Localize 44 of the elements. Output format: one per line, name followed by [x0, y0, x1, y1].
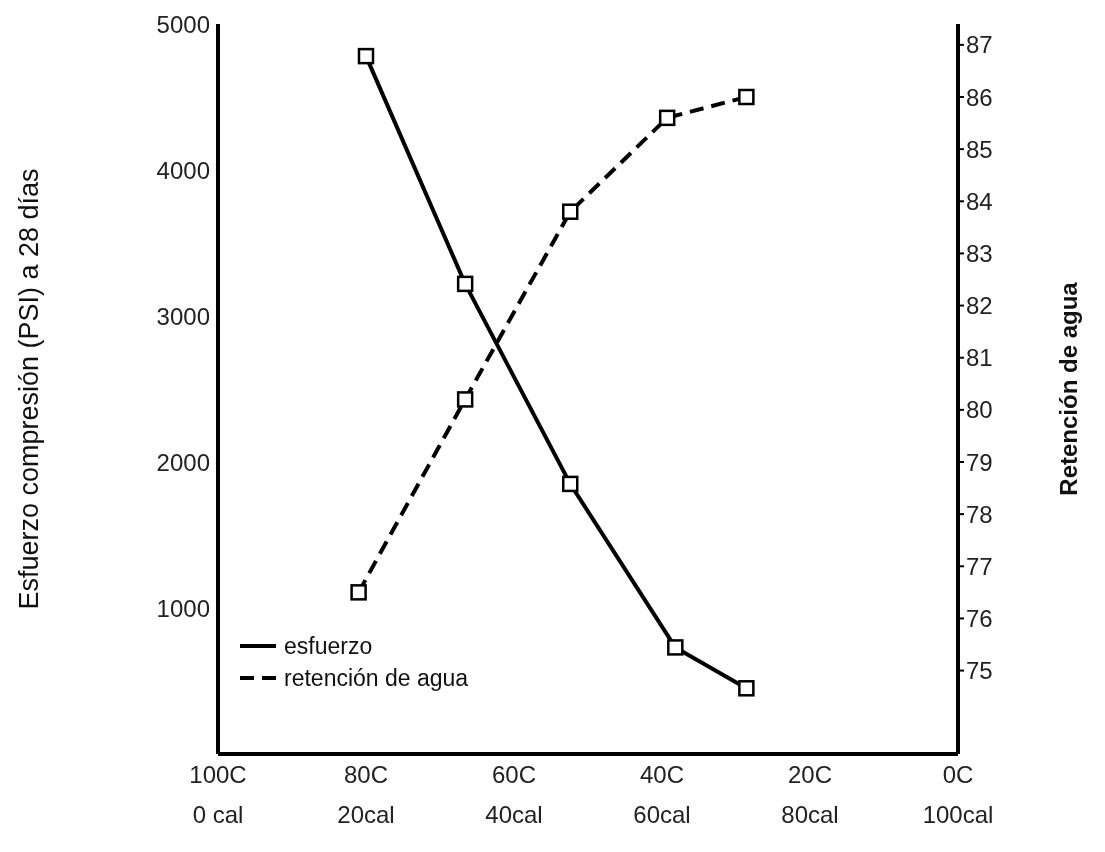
- y2-tick-label: 78: [966, 500, 993, 528]
- y-tick-label: 5000: [156, 10, 210, 38]
- y2-tick-label: 77: [966, 552, 993, 580]
- x2-tick-label: 20C: [787, 761, 833, 789]
- point: [456, 391, 474, 408]
- y2-tick-label: 84: [966, 187, 993, 215]
- x2-tick-label: 60C: [491, 761, 537, 789]
- y2-tick-label: 79: [966, 448, 993, 476]
- y-tick-label: 3000: [156, 302, 210, 330]
- y2-tick-label: 81: [966, 344, 993, 372]
- y2-tick-label: 87: [966, 31, 993, 59]
- y2-tick-label: 83: [966, 239, 993, 267]
- x2-tick-label: 100C: [189, 761, 247, 789]
- y2-tick-label: 76: [966, 604, 993, 632]
- x-tick-label: 100cal: [922, 801, 994, 829]
- point: [667, 639, 684, 656]
- point: [738, 680, 755, 697]
- y-tick-label: 4000: [156, 156, 210, 184]
- y-tick-label: 2000: [156, 448, 210, 476]
- x-tick-label: 20cal: [337, 801, 395, 829]
- y-tick-label: 1000: [156, 594, 210, 622]
- y2-tick-label: 82: [966, 292, 993, 320]
- point: [658, 109, 676, 127]
- y2-tick-label: 75: [966, 657, 993, 685]
- point: [456, 275, 474, 293]
- y2-axis-title: Retención de agua: [1054, 281, 1082, 496]
- point: [561, 203, 579, 220]
- x2-tick-label: 80C: [343, 761, 389, 789]
- point: [738, 88, 755, 106]
- x-tick-label: 0 cal: [192, 801, 244, 829]
- y2-tick-label: 86: [966, 83, 993, 111]
- legend-label: retención de agua: [284, 664, 469, 693]
- legend-label: esfuerzo: [284, 632, 373, 661]
- x-tick-label: 80cal: [781, 801, 839, 829]
- y2-tick-label: 85: [966, 135, 993, 163]
- x-tick-label: 40cal: [485, 801, 543, 829]
- x2-tick-label: 0C: [942, 761, 974, 789]
- x-tick-label: 60cal: [633, 801, 691, 829]
- point: [350, 584, 367, 601]
- x2-tick-label: 40C: [639, 761, 685, 789]
- y2-tick-label: 80: [966, 396, 993, 424]
- point: [357, 47, 375, 65]
- y-axis-title: Esfuerzo compresión (PSI) a 28 días: [13, 168, 44, 610]
- point: [561, 475, 579, 493]
